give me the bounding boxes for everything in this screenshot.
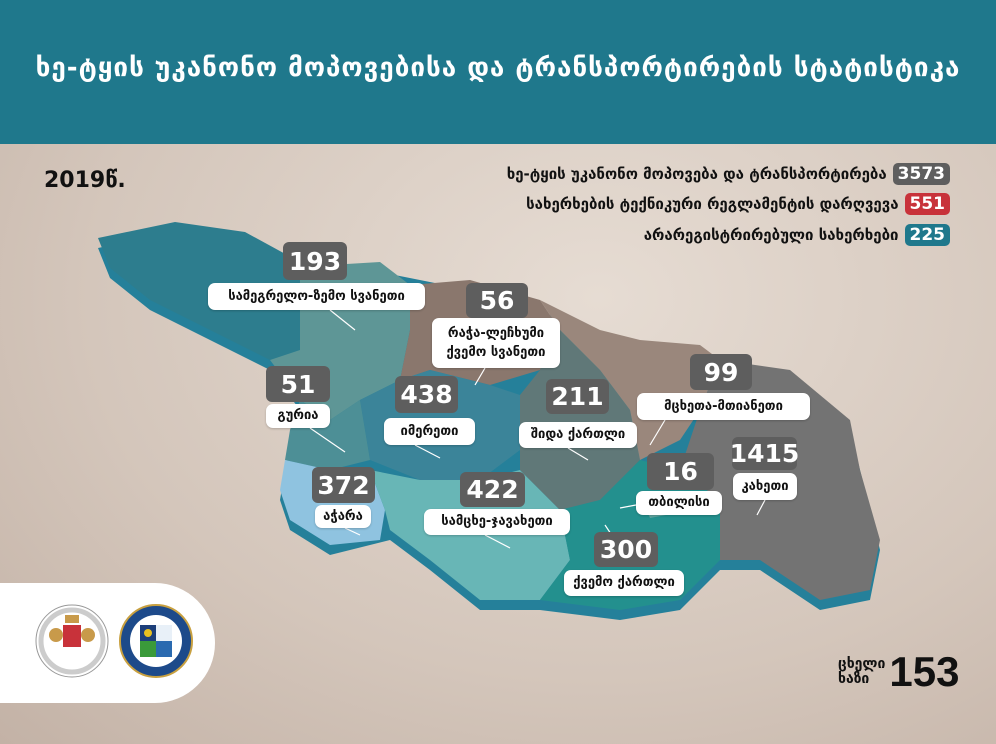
legend-value: 3573 bbox=[892, 163, 950, 185]
value-guria: 51 bbox=[266, 366, 330, 402]
region-abkhazia bbox=[98, 222, 300, 360]
page-title: ხე-ტყის უკანონო მოპოვებისა და ტრანსპორტი… bbox=[35, 53, 961, 83]
legend-value: 551 bbox=[904, 193, 950, 215]
value-tbilisi: 16 bbox=[647, 453, 714, 490]
hotline-label-line1: ცხელი bbox=[838, 655, 886, 672]
value-kvemo-kartli: 300 bbox=[594, 532, 658, 567]
legend-value: 225 bbox=[904, 224, 950, 246]
value-kakheti: 1415 bbox=[729, 437, 800, 470]
label-kakheti: კახეთი bbox=[733, 473, 797, 500]
label-ajara: აჭარა bbox=[315, 505, 371, 528]
value-racha: 56 bbox=[466, 283, 528, 318]
coat-of-arms-icon bbox=[63, 625, 81, 647]
legend-label: არარეგისტრირებული სახერხები bbox=[643, 226, 899, 244]
legend-label: ხე-ტყის უკანონო მოპოვება და ტრანსპორტირე… bbox=[506, 165, 887, 183]
forestry-agency-logo bbox=[119, 604, 193, 678]
legend-item-illegal-logging: ხე-ტყის უკანონო მოპოვება და ტრანსპორტირე… bbox=[507, 163, 950, 185]
label-shida-kartli: შიდა ქართლი bbox=[519, 422, 637, 448]
label-guria: გურია bbox=[266, 404, 330, 428]
legend-item-unregistered-sawmills: არარეგისტრირებული სახერხები 225 bbox=[644, 224, 950, 246]
legend-item-sawmill-violations: სახერხების ტექნიკური რეგლამენტის დარღვევ… bbox=[526, 193, 950, 215]
region-shida-kartli bbox=[520, 330, 640, 510]
header-banner: ხე-ტყის უკანონო მოპოვებისა და ტრანსპორტი… bbox=[0, 0, 996, 144]
hotline-label-line2: ხაზი bbox=[838, 671, 870, 687]
hotline: ცხელი ხაზი 153 bbox=[838, 648, 959, 696]
label-tbilisi: თბილისი bbox=[636, 491, 722, 515]
label-imereti: იმერეთი bbox=[384, 418, 475, 445]
label-kvemo-kartli: ქვემო ქართლი bbox=[564, 570, 684, 596]
leader-lines bbox=[309, 309, 766, 549]
region-mtskheta bbox=[540, 300, 720, 460]
label-mtskheta: მცხეთა-მთიანეთი bbox=[637, 393, 810, 420]
value-mtskheta: 99 bbox=[690, 354, 752, 390]
value-samtskhe: 422 bbox=[460, 472, 525, 507]
value-ajara: 372 bbox=[312, 467, 375, 503]
value-samegrelo: 193 bbox=[283, 242, 347, 280]
value-imereti: 438 bbox=[395, 376, 458, 413]
ministry-logo bbox=[35, 604, 109, 678]
logo-panel bbox=[0, 583, 215, 703]
label-racha: რაჭა-ლეჩხუმი ქვემო სვანეთი bbox=[432, 318, 560, 368]
sun-icon bbox=[144, 629, 152, 637]
year-label: 2019წ. bbox=[44, 168, 126, 193]
value-shida-kartli: 211 bbox=[546, 379, 609, 414]
legend-label: სახერხების ტექნიკური რეგლამენტის დარღვევ… bbox=[526, 195, 899, 213]
label-samtskhe: სამცხე-ჯავახეთი bbox=[424, 509, 570, 535]
hotline-number[interactable]: 153 bbox=[889, 648, 960, 695]
label-samegrelo: სამეგრელო-ზემო სვანეთი bbox=[208, 283, 425, 310]
